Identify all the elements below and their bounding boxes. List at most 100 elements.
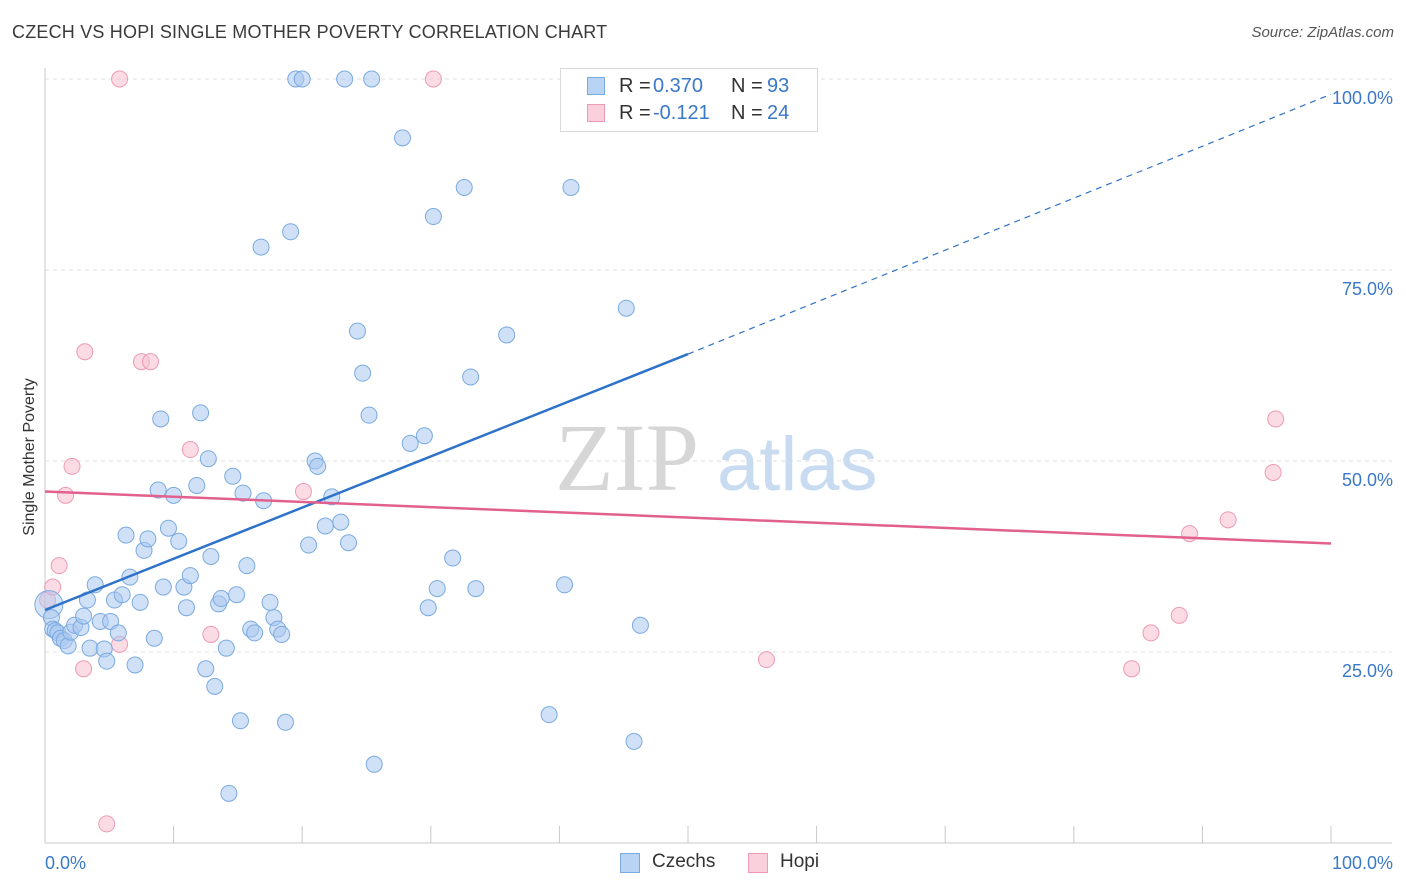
czech-point [202,548,220,565]
czech-r-value: 0.370 [653,75,704,97]
czech-points-group [34,70,649,802]
hopi-point [63,457,81,475]
czech-point [126,656,144,674]
czech-point [154,578,172,596]
source-label: Source: ZipAtlas.com [1251,24,1394,41]
hopi-point [294,483,312,501]
czech-point [424,208,442,226]
czech-point [81,639,99,657]
czech-point [455,178,473,196]
czech-point [152,410,170,428]
czech-point [336,70,354,88]
czech-point [199,450,217,468]
hopi-point [181,441,199,459]
czech-n-value: 93 [767,75,790,97]
hopi-point [141,353,159,371]
czech-point [360,406,378,424]
y-tick-label: 100.0% [1332,88,1393,108]
czech-point [159,519,177,537]
czech-point [234,484,252,502]
czech-point [59,637,77,655]
czech-point [177,599,195,617]
czech-point [282,223,300,241]
x-tick-label: 0.0% [45,853,86,873]
czech-point [139,530,157,548]
hopi-point [424,70,442,88]
hopi-point [76,343,94,361]
czech-point [354,364,372,382]
czech-trend-extension [687,93,1332,355]
czech-point [149,481,167,499]
czech-point [228,586,246,604]
czech-point [419,599,437,617]
y-axis-label: Single Mother Poverty [21,378,38,535]
czech-point [131,593,149,611]
czech-point [363,70,381,88]
czech-point [617,299,635,317]
hopi-r-label: R = [619,102,651,124]
y-tick-label: 25.0% [1342,661,1393,681]
czech-point [293,70,311,88]
czech-point [192,404,210,422]
bottom-hopi-label: Hopi [780,851,820,872]
czech-point [117,526,135,544]
czech-point [631,616,649,634]
czech-point [401,434,419,452]
czech-r-label: R = [619,75,651,97]
trend-layer [44,93,1332,612]
hopi-point [1264,463,1282,481]
correlation-legend: R = 0.370 N = 93 R = -0.121 N = 24 [560,68,818,132]
czech-point [444,549,462,567]
czech-swatch [587,77,605,95]
hopi-point [1142,624,1160,642]
czech-point [261,593,279,611]
czech-point [188,476,206,494]
czech-point [273,625,291,643]
hopi-point [57,486,75,504]
czech-point [109,624,127,642]
czech-point [339,534,357,552]
czech-point [170,532,188,550]
czech-point [217,639,235,657]
hopi-swatch [587,104,605,122]
czech-point [98,652,116,670]
hopi-r-value: -0.121 [653,102,710,124]
hopi-point [75,660,93,678]
czech-point [231,712,249,730]
czech-point [394,129,412,147]
hopi-point [1170,606,1188,624]
hopi-point [1123,660,1141,678]
czech-point [181,567,199,585]
czech-trend-line [44,352,689,612]
czech-point [252,238,270,256]
bottom-czech-swatch [620,853,640,873]
hopi-trend-line [44,490,1332,545]
tick-label-layer: 25.0% 50.0% 75.0% 100.0% 0.0% 100.0% [45,88,1393,873]
czech-point [224,467,242,485]
czech-point [462,368,480,386]
hopi-n-label: N = [731,102,763,124]
hopi-point [50,557,68,575]
bottom-hopi-swatch [748,853,768,873]
hopi-point [111,70,129,88]
czech-point [75,607,93,625]
czech-point [498,326,516,344]
czech-point [309,457,327,475]
axis-layer [44,68,1392,844]
czech-point [212,590,230,608]
czech-point [206,677,224,695]
czech-point [348,322,366,340]
czech-point [467,580,485,598]
czech-point [625,732,643,750]
czech-point [197,660,215,678]
czech-point [113,586,131,604]
czech-point [428,580,446,598]
hopi-point [202,625,220,643]
czech-point [246,624,264,642]
czech-point [556,576,574,594]
y-tick-label: 50.0% [1342,470,1393,490]
hopi-point [1267,410,1285,428]
czech-point [276,713,294,731]
czech-point [316,517,334,535]
